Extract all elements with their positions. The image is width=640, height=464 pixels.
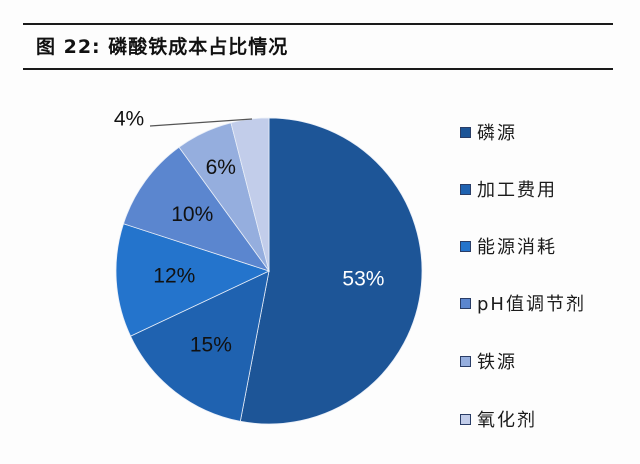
legend-label: 铁源 <box>477 352 517 373</box>
figure-title: 图 22: 磷酸铁成本占比情况 <box>36 32 288 59</box>
pie-slices <box>115 117 423 425</box>
slice-data-label: 10% <box>171 203 213 226</box>
slice-data-label: 4% <box>114 108 144 131</box>
figure-title-text: 磷酸铁成本占比情况 <box>108 36 289 58</box>
legend-label: 磷源 <box>477 123 517 144</box>
slice-data-label: 6% <box>206 156 236 179</box>
slice-data-label: 53% <box>342 267 384 290</box>
legend-swatch <box>460 297 471 309</box>
pie-slice-3 <box>122 146 271 272</box>
pie-slice-0 <box>239 117 423 425</box>
slice-data-label: 15% <box>190 334 232 357</box>
pie-slice-2 <box>115 223 271 337</box>
title-bottom-rule <box>23 68 613 70</box>
legend-item-ph-regulator: pH值调节剂 <box>460 290 586 316</box>
leader-line-4 <box>149 118 253 127</box>
legend-swatch <box>460 355 471 367</box>
legend-swatch <box>460 240 471 252</box>
pie-slice-1 <box>130 270 270 422</box>
legend-item-oxidizer: 氧化剂 <box>460 406 537 432</box>
legend-item-processing-cost: 加工费用 <box>460 176 557 202</box>
legend-label: 加工费用 <box>477 180 557 201</box>
legend-label: pH值调节剂 <box>477 294 586 315</box>
legend-swatch <box>460 413 471 425</box>
legend-swatch <box>460 183 471 195</box>
legend-item-energy-consumption: 能源消耗 <box>460 233 557 259</box>
legend-label: 能源消耗 <box>477 237 557 258</box>
legend-item-iron-source: 铁源 <box>460 348 517 374</box>
pie-labels: 53% 15% 12% 10% 6% 4% <box>114 108 385 357</box>
legend-item-phosphorus-source: 磷源 <box>460 119 517 145</box>
legend-label: 氧化剂 <box>477 410 537 431</box>
legend-swatch <box>460 126 471 138</box>
figure-number: 图 22: <box>36 36 101 58</box>
slice-data-label: 12% <box>153 265 195 288</box>
title-top-rule <box>23 23 613 25</box>
